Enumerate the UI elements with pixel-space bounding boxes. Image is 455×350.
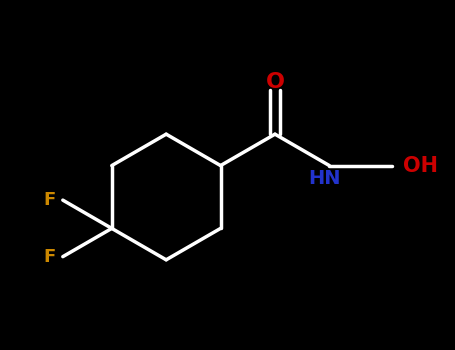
Text: OH: OH <box>404 156 439 176</box>
Text: HN: HN <box>308 169 341 188</box>
Text: O: O <box>265 72 284 92</box>
Text: F: F <box>43 191 55 209</box>
Text: F: F <box>43 248 55 266</box>
